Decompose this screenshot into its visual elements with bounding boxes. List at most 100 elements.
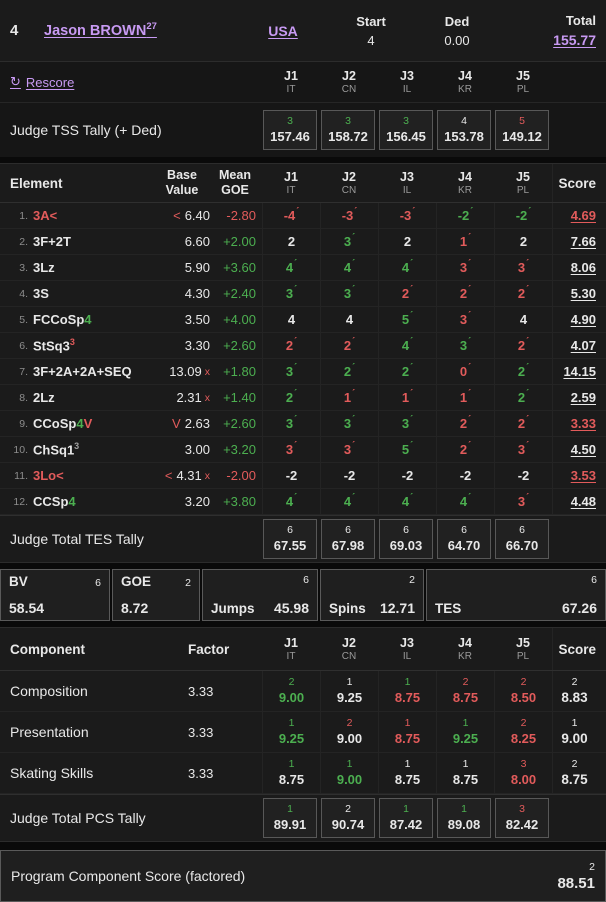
start-value: 4 xyxy=(367,32,375,48)
element-score-link[interactable]: 4.07 xyxy=(570,338,596,353)
judge-goe-cell: 2 ´ xyxy=(494,281,552,306)
element-score-link[interactable]: 4.90 xyxy=(570,312,596,327)
goe-value: 2 xyxy=(343,364,352,379)
judge-goe-cell: 3 ´ xyxy=(320,281,378,306)
element-number: 6. xyxy=(19,339,28,352)
judge-header[interactable]: J1 IT xyxy=(262,62,320,102)
base-value-column-header: Base Value xyxy=(165,168,199,197)
goe-value: 1 xyxy=(459,234,468,249)
judge-header[interactable]: J1 IT xyxy=(262,628,320,670)
judge-goe-cell: 2 ´ xyxy=(320,359,378,384)
goe-deviation-tick: ´ xyxy=(294,414,298,424)
rescore-link[interactable]: ↻ Rescore xyxy=(0,62,262,102)
element-name-cell: 3. 3Lz xyxy=(0,255,156,280)
judge-header[interactable]: J2 CN xyxy=(320,628,378,670)
judge-header[interactable]: J5 PL xyxy=(494,62,552,102)
judge-goe-cell: 3 ´ xyxy=(262,359,320,384)
skater-name-link[interactable]: Jason BROWN27 xyxy=(44,21,157,40)
judge-goe-cell: 2 ´ xyxy=(494,385,552,410)
element-score-link[interactable]: 7.66 xyxy=(570,234,596,249)
element-score-link[interactable]: 4.50 xyxy=(570,442,596,457)
goe-value: -4 xyxy=(283,208,296,223)
judge-header[interactable]: J4 KR xyxy=(436,62,494,102)
element-row: 8. 2Lz 2.31 x +1.40 2 ´ 1 ´ 1 ´ 1 ´ 2 ´ 2.59 xyxy=(0,385,606,411)
tss-tally-cell: 3 157.46 xyxy=(263,110,317,150)
goe-deviation-tick: ´ xyxy=(468,336,472,346)
element-score-link[interactable]: 4.48 xyxy=(570,494,596,509)
judge-header[interactable]: J3 IL xyxy=(378,62,436,102)
goe-deviation-tick: ´ xyxy=(410,362,414,372)
base-value: 3.50 xyxy=(184,312,210,327)
goe-value: 2 xyxy=(285,338,294,353)
judge-goe-cell: 4 ´ xyxy=(378,489,436,514)
component-judge-rank: 1 xyxy=(404,717,411,730)
component-judge-score: 9.25 xyxy=(452,730,479,746)
total-score-link[interactable]: 155.77 xyxy=(553,32,596,48)
component-judge-score: 8.75 xyxy=(394,689,421,705)
element-score-link[interactable]: 3.33 xyxy=(570,416,596,431)
goe-value: -3 xyxy=(341,208,354,223)
skater-age: 27 xyxy=(146,21,157,33)
goe-value: 3 xyxy=(285,364,294,379)
component-judge-rank: 1 xyxy=(346,758,353,771)
goe-deviation-tick: ´ xyxy=(294,362,298,372)
judge-header[interactable]: J4 KR xyxy=(436,164,494,202)
judge-goe-cell: 3 ´ xyxy=(436,333,494,358)
judge-goe-cell: -2 xyxy=(494,463,552,488)
judge-nation: IL xyxy=(402,185,412,196)
goe-deviation-tick: ´ xyxy=(526,492,530,502)
summary-rank: 6 xyxy=(95,577,101,589)
judge-header[interactable]: J2 CN xyxy=(320,164,378,202)
judge-header[interactable]: J5 PL xyxy=(494,628,552,670)
judge-goe-cell: 3 ´ xyxy=(436,255,494,280)
placement-rank: 4 xyxy=(10,22,19,39)
judge-goe-cell: 2 ´ xyxy=(494,411,552,436)
goe-deviation-tick: ´ xyxy=(526,284,530,294)
element-name: CCoSp4V xyxy=(33,416,92,431)
judge-goe-cell: -3 ´ xyxy=(320,203,378,228)
judge-rank: 5 xyxy=(519,114,525,127)
element-score-link[interactable]: 2.59 xyxy=(570,390,596,405)
goe-deviation-tick: ´ xyxy=(294,336,298,346)
goe-value: 4 xyxy=(345,312,354,327)
judge-goe-cell: -2 xyxy=(378,463,436,488)
element-row: 1. 3A< <6.40 -2.80 -4 ´ -3 ´ -3 ´ -2 ´ -2 ´ 4.69 xyxy=(0,203,606,229)
element-score-link[interactable]: 5.30 xyxy=(570,286,596,301)
nation-link[interactable]: USA xyxy=(268,22,298,39)
tss-tally-cell: 3 158.72 xyxy=(321,110,375,150)
judge-rank: 3 xyxy=(345,114,351,127)
judge-total: 149.12 xyxy=(502,129,542,145)
goe-value: 4 xyxy=(401,338,410,353)
element-score-link[interactable]: 8.06 xyxy=(570,260,596,275)
goe-deviation-tick: ´ xyxy=(352,362,356,372)
judge-goe-cell: 1 ´ xyxy=(378,385,436,410)
judge-total: 69.03 xyxy=(389,538,423,554)
mean-goe-column-header: Mean GOE xyxy=(219,168,251,197)
judge-header[interactable]: J3 IL xyxy=(378,628,436,670)
goe-value: -2 xyxy=(285,468,298,483)
judge-header[interactable]: J3 IL xyxy=(378,164,436,202)
element-name-part: 4 xyxy=(76,416,84,431)
judge-header[interactable]: J1 IT xyxy=(262,164,320,202)
element-score-link[interactable]: 3.53 xyxy=(570,468,596,483)
goe-deviation-tick: ´ xyxy=(352,284,356,294)
component-judge-rank: 2 xyxy=(462,676,469,689)
judge-header[interactable]: J2 CN xyxy=(320,62,378,102)
judge-goe-cell: 3 ´ xyxy=(320,437,378,462)
judge-total: 64.70 xyxy=(447,538,481,554)
mean-goe-cell: +1.40 xyxy=(223,390,256,405)
judge-id: J3 xyxy=(400,170,414,184)
judge-rank: 6 xyxy=(519,523,525,536)
judge-rank: 3 xyxy=(403,114,409,127)
goe-value: 3 xyxy=(285,442,294,457)
judge-header[interactable]: J4 KR xyxy=(436,628,494,670)
elements-table: Element Base Value Mean GOE J1 IT J2 CN J3 IL J4 KR J… xyxy=(0,163,606,563)
element-rank-sup: 3 xyxy=(69,337,75,348)
element-score-link[interactable]: 4.69 xyxy=(570,208,596,223)
judge-nation: CN xyxy=(341,185,357,196)
element-score-link[interactable]: 14.15 xyxy=(563,364,596,379)
judge-header[interactable]: J5 PL xyxy=(494,164,552,202)
goe-deviation-tick: ´ xyxy=(352,336,356,346)
component-judge-rank: 1 xyxy=(462,717,469,730)
judge-total: 157.46 xyxy=(270,129,310,145)
